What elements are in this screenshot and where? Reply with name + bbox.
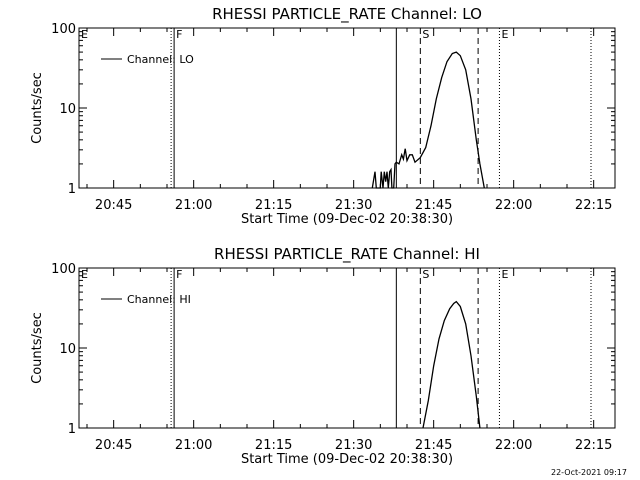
hi-channel-panel: RHESSI PARTICLE_RATE Channel: HI 1 10 100 20… [30, 245, 616, 467]
x-tick-label: 21:30 [335, 438, 372, 453]
time-marker-label: E [501, 28, 508, 41]
plot-frame [78, 27, 616, 189]
plot-timestamp: 22-Oct-2021 09:17 [551, 468, 627, 477]
x-tick-label: 21:45 [415, 198, 452, 213]
y-tick-label: 10 [59, 342, 76, 357]
chart-title: RHESSI PARTICLE_RATE Channel: LO [212, 5, 482, 24]
y-axis-label: Counts/sec [30, 72, 45, 144]
time-marker-label: E [501, 268, 508, 281]
x-tick-label: 20:45 [95, 198, 132, 213]
lo-channel-panel: RHESSI PARTICLE_RATE Channel: LO 1 10 100 20… [30, 5, 616, 227]
series-line [371, 51, 485, 189]
time-marker-label: S [422, 28, 429, 41]
x-axis-label: Start Time (09-Dec-02 20:38:30) [241, 452, 453, 467]
time-marker-label: E [81, 268, 88, 281]
x-tick-label: 20:45 [95, 438, 132, 453]
x-tick-label: 21:00 [175, 198, 212, 213]
time-marker-label: F [176, 28, 182, 41]
x-tick-label: 22:00 [495, 438, 532, 453]
y-axis-label: Counts/sec [30, 312, 45, 384]
y-tick-label: 1 [68, 422, 76, 437]
x-axis-label: Start Time (09-Dec-02 20:38:30) [241, 212, 453, 227]
y-tick-label: 1 [68, 182, 76, 197]
x-tick-label: 21:15 [255, 438, 292, 453]
y-tick-label: 100 [51, 262, 76, 277]
time-marker-label: E [81, 28, 88, 41]
series-line [422, 300, 481, 429]
legend-entry: Channel: HI [127, 293, 191, 306]
plot-frame [78, 267, 616, 429]
time-marker-label: S [422, 268, 429, 281]
y-tick-label: 100 [51, 22, 76, 37]
time-marker-label: F [176, 268, 182, 281]
legend-entry: Channel: LO [127, 53, 194, 66]
x-tick-label: 22:00 [495, 198, 532, 213]
x-tick-label: 21:00 [175, 438, 212, 453]
chart-title: RHESSI PARTICLE_RATE Channel: HI [214, 245, 480, 264]
x-tick-label: 21:15 [255, 198, 292, 213]
y-tick-label: 10 [59, 102, 76, 117]
x-tick-label: 21:45 [415, 438, 452, 453]
x-tick-label: 22:15 [575, 198, 612, 213]
x-tick-label: 22:15 [575, 438, 612, 453]
x-tick-label: 21:30 [335, 198, 372, 213]
